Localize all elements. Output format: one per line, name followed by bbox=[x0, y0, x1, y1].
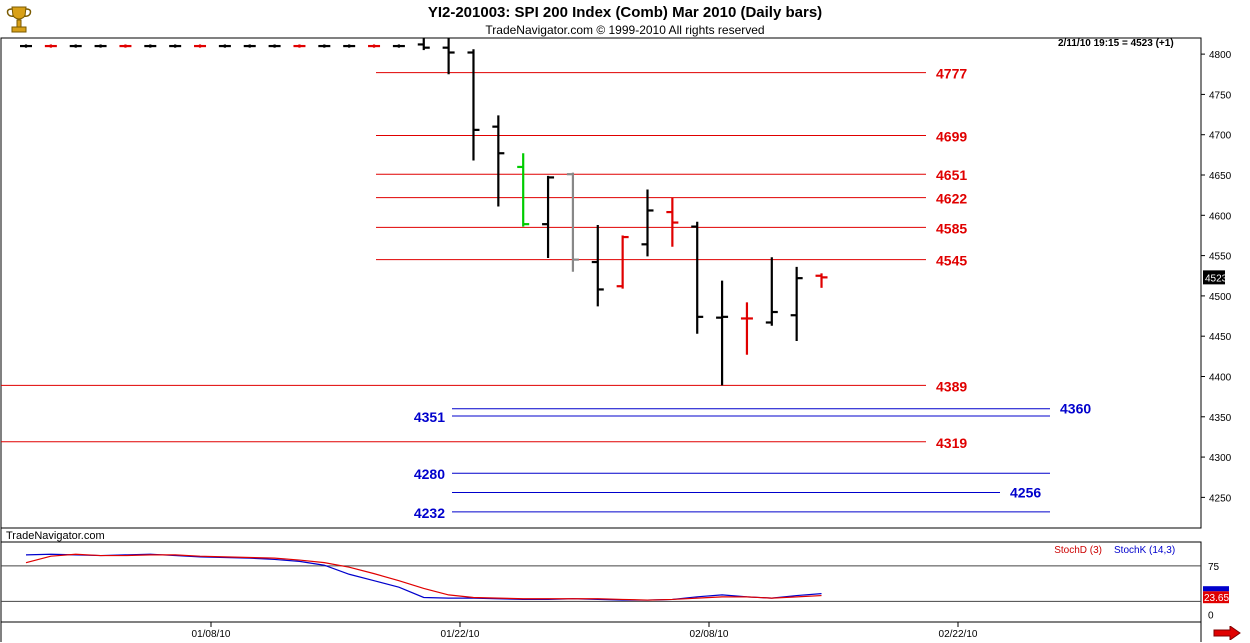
stoch-pane-frame bbox=[0, 541, 1202, 623]
stoch-y-tick-label: 75 bbox=[1208, 562, 1220, 573]
y-tick-label: 4800 bbox=[1209, 50, 1232, 61]
blue-level-label: 4256 bbox=[1010, 485, 1041, 501]
blue-level-label: 4232 bbox=[414, 505, 445, 521]
y-tick-label: 4750 bbox=[1209, 90, 1232, 101]
chart-title: YI2-201003: SPI 200 Index (Comb) Mar 201… bbox=[427, 4, 823, 21]
blue-level-label: 4360 bbox=[1060, 401, 1091, 417]
ohlc-bar bbox=[467, 49, 480, 161]
stochd-legend: StochD (3) bbox=[1054, 545, 1102, 556]
stoch-last-value-box bbox=[1203, 591, 1229, 604]
ohlc-bar bbox=[442, 38, 455, 75]
ohlc-bar bbox=[591, 224, 604, 307]
ohlc-bar bbox=[194, 44, 207, 48]
ohlc-bar bbox=[293, 44, 306, 48]
x-tick-label: 01/08/10 bbox=[192, 629, 231, 640]
ohlc-bar bbox=[144, 44, 157, 48]
x-tick-label: 02/22/10 bbox=[939, 629, 978, 640]
stoch-last-value-box-k bbox=[1203, 586, 1229, 592]
ohlc-bar bbox=[44, 44, 57, 48]
ohlc-bar bbox=[765, 257, 778, 326]
ohlc-bar bbox=[94, 44, 107, 48]
stoch-y-tick-label: 0 bbox=[1208, 610, 1214, 621]
chart-subtitle: TradeNavigator.com © 1999-2010 All right… bbox=[485, 23, 765, 37]
blue-level-label: 4280 bbox=[414, 466, 445, 482]
ohlc-bar bbox=[169, 44, 182, 48]
y-tick-label: 4300 bbox=[1209, 453, 1232, 464]
ohlc-bar bbox=[343, 44, 356, 48]
y-tick-label: 4500 bbox=[1209, 292, 1232, 303]
red-level-label: 4389 bbox=[936, 378, 967, 394]
ohlc-bar bbox=[542, 175, 555, 259]
trophy-logo-icon bbox=[4, 4, 34, 36]
last-price-readout: 2/11/10 19:15 = 4523 (+1) bbox=[1058, 38, 1174, 49]
red-level-label: 4699 bbox=[936, 129, 967, 145]
ohlc-bar bbox=[69, 44, 82, 48]
stochd-line bbox=[25, 553, 822, 601]
y-tick-label: 4450 bbox=[1209, 332, 1232, 343]
price-pane-frame bbox=[0, 37, 1202, 529]
last-price-box bbox=[1203, 270, 1225, 285]
blue-level-label: 4351 bbox=[414, 409, 445, 425]
ohlc-bar bbox=[119, 44, 132, 48]
x-tick-label: 02/08/10 bbox=[690, 629, 729, 640]
red-level-label: 4319 bbox=[936, 435, 967, 451]
ohlc-bar bbox=[218, 44, 231, 48]
ohlc-bar bbox=[517, 153, 530, 227]
stochk-legend: StochK (14,3) bbox=[1114, 545, 1175, 556]
y-tick-label: 4400 bbox=[1209, 372, 1232, 383]
ohlc-bar bbox=[566, 172, 579, 272]
stoch-last-value-label: 23.65 bbox=[1204, 593, 1229, 604]
y-tick-label: 4650 bbox=[1209, 171, 1232, 182]
y-tick-label: 4550 bbox=[1209, 252, 1232, 263]
red-level-label: 4777 bbox=[936, 66, 967, 82]
ohlc-bar bbox=[368, 44, 381, 48]
y-tick-label: 4250 bbox=[1209, 493, 1232, 504]
ohlc-bar bbox=[790, 266, 803, 342]
ohlc-bar bbox=[691, 221, 704, 334]
ohlc-bar bbox=[492, 115, 505, 207]
ohlc-bar bbox=[616, 235, 629, 289]
red-level-label: 4622 bbox=[936, 191, 967, 207]
red-level-label: 4585 bbox=[936, 220, 967, 236]
ohlc-bar bbox=[641, 189, 654, 257]
ohlc-bar bbox=[666, 197, 679, 247]
ohlc-bar bbox=[392, 44, 405, 48]
ohlc-bar bbox=[20, 44, 32, 48]
ohlc-bar bbox=[318, 44, 331, 48]
red-level-label: 4545 bbox=[936, 253, 967, 269]
y-tick-label: 4700 bbox=[1209, 131, 1232, 142]
ohlc-bar bbox=[815, 273, 828, 288]
ohlc-bar bbox=[243, 44, 256, 48]
ohlc-bar bbox=[716, 280, 729, 386]
last-price-label: 4523 bbox=[1205, 273, 1228, 284]
stochk-line bbox=[25, 553, 822, 601]
scroll-right-arrow-icon[interactable] bbox=[1212, 626, 1242, 640]
ohlc-bar bbox=[417, 38, 430, 51]
red-level-label: 4651 bbox=[936, 167, 967, 183]
x-tick-label: 01/22/10 bbox=[441, 629, 480, 640]
watermark-text: TradeNavigator.com bbox=[6, 530, 105, 542]
y-tick-label: 4600 bbox=[1209, 211, 1232, 222]
ohlc-bar bbox=[268, 44, 281, 48]
ohlc-bar bbox=[740, 302, 753, 355]
y-tick-label: 4350 bbox=[1209, 413, 1232, 424]
